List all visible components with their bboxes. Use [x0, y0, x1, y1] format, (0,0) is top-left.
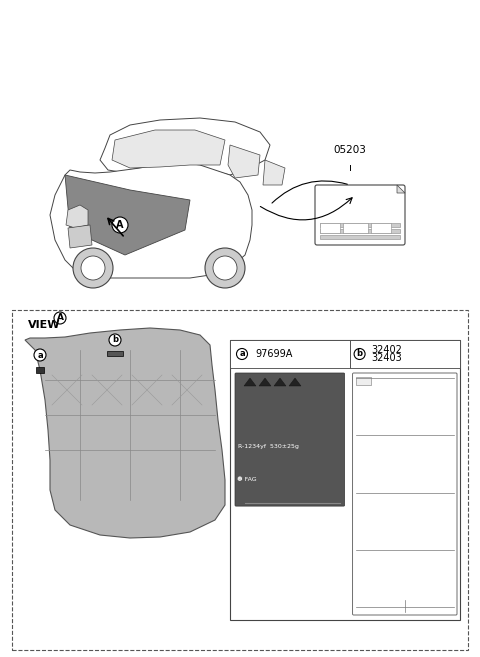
Bar: [349, 340, 460, 368]
Bar: [230, 340, 460, 620]
Polygon shape: [112, 130, 225, 168]
Polygon shape: [259, 378, 271, 386]
Polygon shape: [65, 175, 190, 255]
Text: A: A: [116, 220, 124, 230]
Text: 97699A: 97699A: [255, 349, 292, 359]
Bar: [371, 223, 391, 233]
Text: a: a: [37, 350, 43, 359]
Polygon shape: [244, 378, 256, 386]
Text: a: a: [239, 350, 245, 359]
Polygon shape: [397, 185, 405, 193]
Bar: [36, 367, 44, 373]
Circle shape: [54, 312, 66, 324]
Polygon shape: [50, 163, 252, 278]
Text: ❅: ❅: [236, 476, 242, 482]
Circle shape: [213, 256, 237, 280]
Circle shape: [34, 349, 46, 361]
Text: VIEW: VIEW: [28, 320, 60, 330]
Polygon shape: [66, 205, 88, 228]
Polygon shape: [274, 378, 286, 386]
Circle shape: [73, 248, 113, 288]
Bar: [107, 351, 123, 356]
Text: R-1234yf  530±25g: R-1234yf 530±25g: [238, 443, 299, 449]
Bar: [343, 223, 368, 233]
Bar: [230, 340, 349, 368]
Bar: [12, 310, 468, 650]
Text: 32403: 32403: [372, 353, 402, 363]
Polygon shape: [228, 145, 260, 178]
Circle shape: [237, 348, 248, 359]
FancyBboxPatch shape: [353, 373, 457, 615]
Bar: [320, 223, 400, 227]
Polygon shape: [25, 328, 225, 538]
Circle shape: [354, 348, 365, 359]
Circle shape: [205, 248, 245, 288]
Text: 05203: 05203: [334, 145, 366, 155]
Polygon shape: [289, 378, 301, 386]
Circle shape: [81, 256, 105, 280]
Text: b: b: [357, 350, 362, 359]
Polygon shape: [68, 225, 92, 248]
Circle shape: [112, 217, 128, 233]
FancyBboxPatch shape: [315, 185, 405, 245]
Text: b: b: [112, 336, 118, 344]
Text: A: A: [57, 313, 63, 323]
Bar: [320, 229, 400, 233]
Text: 32402: 32402: [372, 345, 402, 355]
Bar: [356, 377, 371, 385]
Text: ⚙ FAG: ⚙ FAG: [237, 477, 257, 482]
Bar: [320, 235, 400, 239]
Polygon shape: [100, 118, 270, 175]
FancyBboxPatch shape: [235, 373, 345, 506]
Circle shape: [109, 334, 121, 346]
Polygon shape: [263, 160, 285, 185]
Bar: [320, 223, 340, 233]
